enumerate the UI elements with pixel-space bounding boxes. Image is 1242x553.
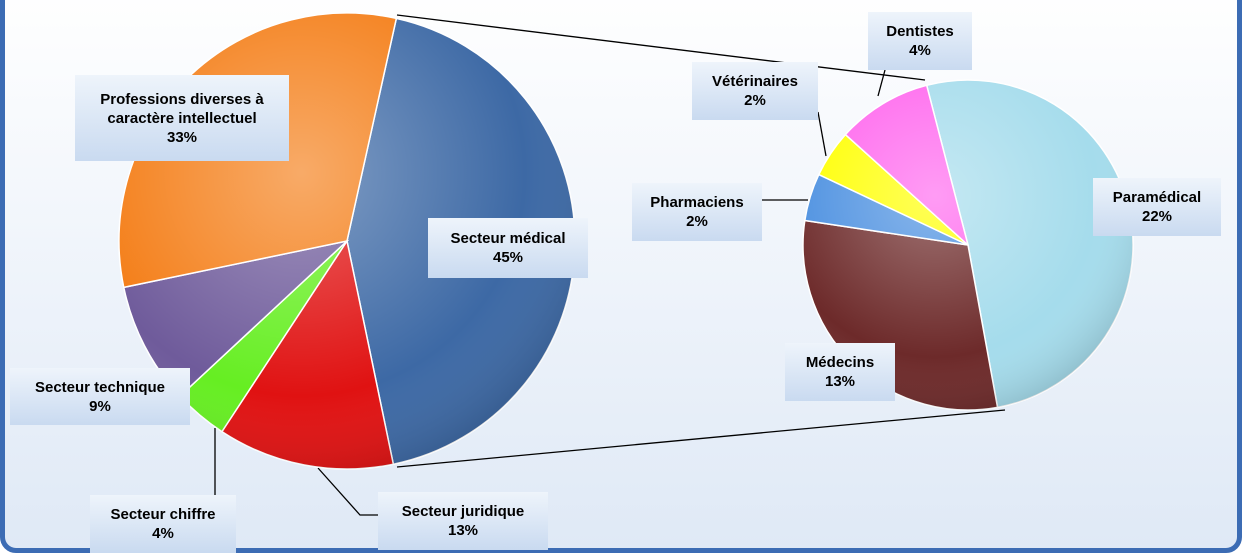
data-label: Paramédical 22% [1093, 178, 1221, 236]
leader-line [817, 111, 827, 157]
value-label: 45% [492, 249, 524, 266]
data-label: Secteur juridique 13% [378, 492, 548, 550]
data-label: Vétérinaires 2% [692, 62, 818, 120]
category-label: Secteur chiffre [110, 506, 216, 523]
category-label: Dentistes [886, 23, 954, 40]
category-label: Professions diverses à caractère intelle… [100, 90, 264, 127]
category-label: Secteur médical [450, 230, 566, 247]
value-label: 4% [909, 42, 931, 59]
value-label: 13% [824, 373, 856, 390]
value-label: 2% [686, 213, 708, 230]
leader-line [317, 467, 378, 516]
data-label: Dentistes 4% [868, 12, 972, 70]
category-label: Vétérinaires [712, 73, 798, 90]
value-label: 33% [166, 128, 198, 146]
value-label: 13% [447, 522, 479, 539]
category-label: Secteur technique [34, 378, 166, 396]
category-label: Paramédical [1112, 189, 1202, 206]
category-label: Médecins [805, 354, 875, 371]
data-label: Secteur chiffre 4% [90, 495, 236, 553]
value-label: 4% [152, 525, 174, 542]
value-label: 9% [89, 397, 111, 415]
data-label: Professions diverses à caractère intelle… [75, 75, 289, 161]
category-label: Pharmaciens [650, 194, 744, 211]
value-label: 22% [1141, 208, 1173, 225]
data-label: Médecins 13% [785, 343, 895, 401]
category-label: Secteur juridique [401, 503, 525, 520]
data-label: Secteur technique 9% [10, 368, 190, 425]
data-label: Pharmaciens 2% [632, 183, 762, 241]
data-label: Secteur médical 45% [428, 218, 588, 278]
value-label: 2% [744, 92, 766, 109]
